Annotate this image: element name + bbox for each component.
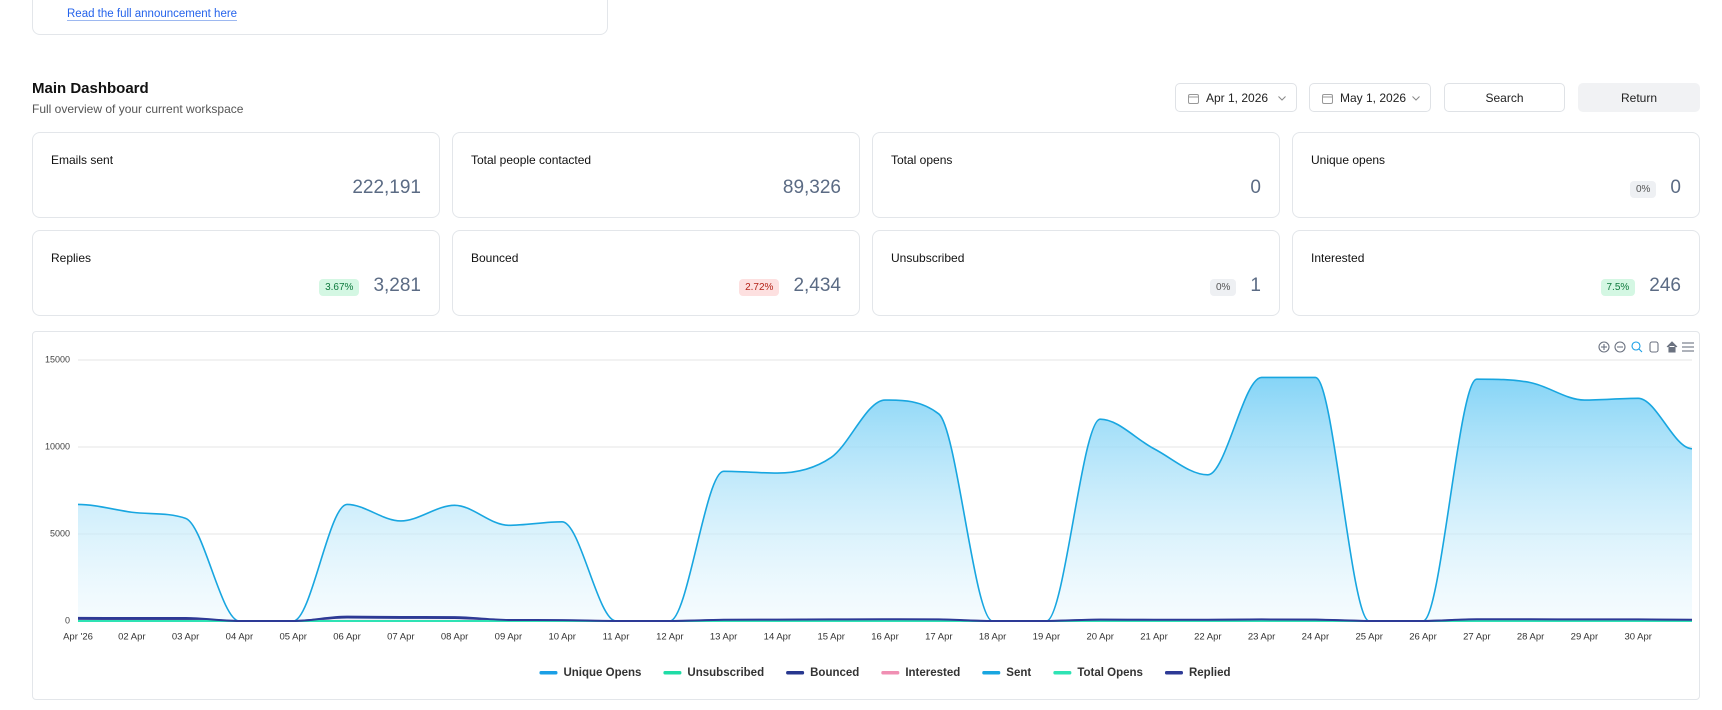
stat-badge: 3.67% — [319, 279, 360, 296]
x-tick-label: 21 Apr — [1140, 632, 1167, 643]
x-tick-label: 26 Apr — [1409, 632, 1436, 643]
stat-card: Unique opens 0 0% — [1292, 132, 1700, 218]
x-tick-label: 28 Apr — [1517, 632, 1544, 643]
x-tick-label: 27 Apr — [1463, 632, 1490, 643]
stat-label: Emails sent — [51, 153, 114, 167]
start-date: Apr 1, 2026 — [1206, 90, 1269, 105]
x-tick-label: 15 Apr — [817, 632, 844, 643]
x-tick-label: 11 Apr — [603, 632, 630, 643]
stat-label: Interested — [1311, 251, 1365, 265]
stat-label: Total people contacted — [471, 153, 592, 167]
legend-label: Total Opens — [1077, 667, 1143, 679]
x-tick-label: 23 Apr — [1248, 632, 1275, 643]
x-tick-label: 07 Apr — [387, 632, 414, 643]
stat-card: Total people contacted 89,326 — [452, 132, 860, 218]
legend-swatch — [982, 671, 1001, 675]
return-button[interactable]: Return — [1578, 83, 1700, 112]
x-tick-label: 25 Apr — [1355, 632, 1382, 643]
stat-card: Emails sent 222,191 — [32, 132, 440, 218]
chart-toolbar[interactable] — [1598, 341, 1694, 353]
y-tick-label: 0 — [65, 615, 70, 625]
chart: 0 5000 10000 15000 Apr '26 02 Apr 03 Apr 04 Apr… — [45, 341, 1694, 679]
x-tick-label: 19 Apr — [1033, 632, 1060, 643]
legend-swatch — [1053, 671, 1072, 675]
chevron — [1412, 96, 1420, 101]
series-line — [77, 615, 1693, 622]
stat-value: 1 — [1250, 275, 1261, 296]
x-tick-label: 17 Apr — [925, 632, 952, 643]
x-tick-label: 10 Apr — [548, 632, 575, 643]
stat-badge: 2.72% — [739, 279, 780, 296]
stat-card: Replies 3,281 3.67% — [32, 230, 440, 316]
x-tick-label: 14 Apr — [764, 632, 791, 643]
x-tick-label: 18 Apr — [979, 632, 1006, 643]
x-tick-label: 02 Apr — [118, 632, 145, 643]
calendar-icon — [1188, 94, 1199, 104]
legend-label: Sent — [1006, 667, 1031, 679]
x-tick-label: 05 Apr — [279, 632, 306, 643]
x-tick-label: 16 Apr — [871, 632, 898, 643]
start-date-picker[interactable]: Apr 1, 2026 — [1175, 83, 1297, 112]
stat-card: Unsubscribed 1 0% — [872, 230, 1280, 316]
announcement-card: Read the full announcement here — [32, 0, 608, 35]
legend-swatch — [786, 671, 805, 675]
stat-value: 0 — [1670, 177, 1681, 198]
x-tick-label: Apr '26 — [63, 632, 93, 643]
legend-swatch — [881, 671, 900, 675]
stat-label: Replies — [51, 251, 92, 265]
chevron — [1278, 96, 1286, 101]
stat-badge: 7.5% — [1600, 279, 1636, 296]
x-tick-label: 09 Apr — [495, 632, 522, 643]
x-tick-label: 03 Apr — [172, 632, 199, 643]
stat-card: Total opens 0 — [872, 132, 1280, 218]
dashboard-title: Main Dashboard — [32, 80, 149, 97]
x-tick-label: 30 Apr — [1624, 632, 1651, 643]
stat-value: 246 — [1649, 275, 1681, 296]
stat-value: 2,434 — [793, 275, 841, 296]
stat-value: 222,191 — [352, 177, 421, 198]
legend-label: Unsubscribed — [687, 667, 764, 679]
y-tick-label: 15000 — [45, 354, 70, 364]
x-tick-label: 29 Apr — [1571, 632, 1598, 643]
x-tick-label: 08 Apr — [441, 632, 468, 643]
legend-swatch — [663, 671, 682, 675]
area-fill — [78, 377, 1692, 621]
stat-badge: 0% — [1629, 181, 1657, 198]
end-date-picker[interactable]: May 1, 2026 — [1309, 83, 1431, 112]
chart-card: 0 5000 10000 15000 Apr '26 02 Apr 03 Apr 04 Apr… — [32, 331, 1700, 700]
x-tick-label: 06 Apr — [333, 632, 360, 643]
end-date: May 1, 2026 — [1340, 90, 1407, 105]
dashboard-subtitle: Full overview of your current workspace — [32, 102, 244, 116]
stat-card: Interested 246 7.5% — [1292, 230, 1700, 316]
x-tick-label: 24 Apr — [1302, 632, 1329, 643]
stat-value: 3,281 — [373, 275, 421, 296]
stat-label: Bounced — [471, 251, 519, 265]
x-tick-label: 20 Apr — [1086, 632, 1113, 643]
y-tick-label: 10000 — [45, 441, 70, 451]
stat-badge: 0% — [1209, 279, 1237, 296]
search-button[interactable]: Search — [1444, 83, 1565, 112]
x-tick-label: 22 Apr — [1194, 632, 1221, 643]
x-tick-label: 12 Apr — [656, 632, 683, 643]
x-tick-label: 04 Apr — [226, 632, 253, 643]
legend-label: Interested — [905, 667, 960, 679]
legend-swatch — [1164, 671, 1183, 675]
y-tick-label: 5000 — [50, 528, 70, 538]
legend-label: Bounced — [810, 667, 859, 679]
stat-card: Bounced 2,434 2.72% — [452, 230, 860, 316]
stat-value: 89,326 — [782, 177, 841, 198]
legend-label: Replied — [1189, 667, 1231, 679]
stat-label: Total opens — [891, 153, 953, 167]
stat-label: Unique opens — [1311, 153, 1386, 167]
announcement-link[interactable]: Read the full announcement here — [67, 8, 238, 21]
calendar-icon — [1322, 94, 1333, 104]
legend-label: Unique Opens — [563, 667, 641, 679]
x-tick-label: 13 Apr — [710, 632, 737, 643]
stat-value: 0 — [1250, 177, 1261, 198]
legend-swatch — [539, 671, 558, 675]
stat-label: Unsubscribed — [891, 251, 965, 265]
